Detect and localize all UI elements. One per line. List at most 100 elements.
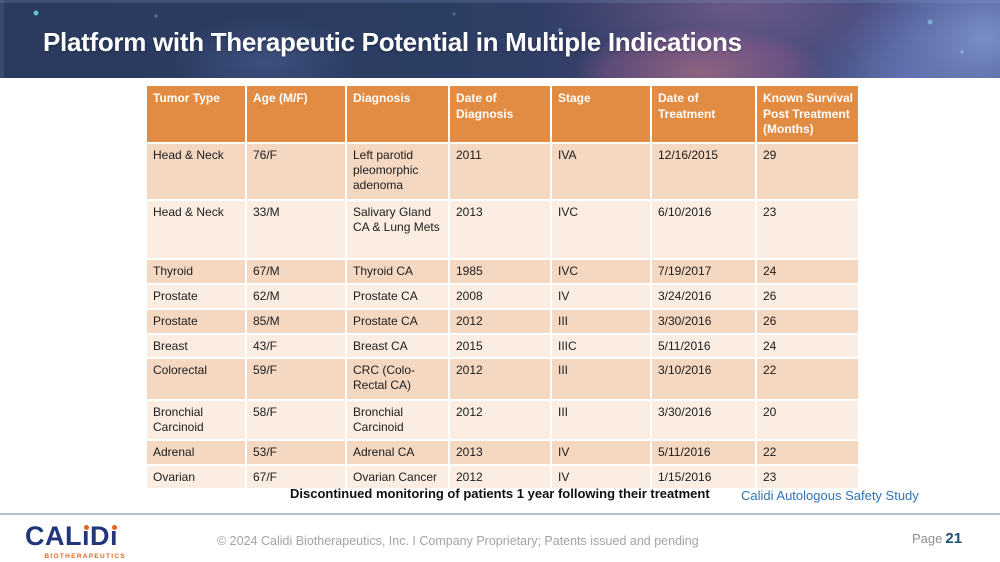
table-cell: 2012 xyxy=(448,356,552,401)
table-cell: 26 xyxy=(755,282,860,310)
table-cell: Prostate xyxy=(145,282,247,310)
page-label: Page xyxy=(912,531,943,546)
table-cell: 1/15/2016 xyxy=(650,463,757,490)
table-cell: 2008 xyxy=(448,282,552,310)
table-cell: 3/24/2016 xyxy=(650,282,757,310)
table-cell: 3/30/2016 xyxy=(650,398,757,441)
title-banner: Platform with Therapeutic Potential in M… xyxy=(0,0,1000,78)
table-cell: Prostate CA xyxy=(345,307,450,335)
table-cell: 20 xyxy=(755,398,860,441)
table-cell: IV xyxy=(550,438,652,466)
table-cell: 6/10/2016 xyxy=(650,198,757,260)
table-cell: 2015 xyxy=(448,332,552,359)
table-cell: Thyroid CA xyxy=(345,257,450,285)
table-cell: Bronchial Carcinoid xyxy=(345,398,450,441)
table-cell: 26 xyxy=(755,307,860,335)
column-header: Known Survival Post Treatment (Months) xyxy=(755,84,860,144)
table-body: Head & Neck 76/F Left parotid pleomorphic … xyxy=(145,141,860,490)
table-cell: 22 xyxy=(755,356,860,401)
table-cell: 2011 xyxy=(448,141,552,201)
table-header-row: Tumor Type Age (M/F) Diagnosis Date of Diag… xyxy=(145,84,860,144)
table-cell: 5/11/2016 xyxy=(650,332,757,359)
table-cell: Prostate xyxy=(145,307,247,335)
patient-table: Tumor Type Age (M/F) Diagnosis Date of Diag… xyxy=(145,84,860,490)
table-cell: Left parotid pleomorphic adenoma xyxy=(345,141,450,201)
table-cell: 67/F xyxy=(245,463,347,490)
table-cell: 53/F xyxy=(245,438,347,466)
monitoring-note: Discontinued monitoring of patients 1 ye… xyxy=(290,486,710,501)
table-cell: 58/F xyxy=(245,398,347,441)
table-cell: CRC (Colo-Rectal CA) xyxy=(345,356,450,401)
table-cell: Prostate CA xyxy=(345,282,450,310)
table-row: Head & Neck 33/M Salivary Gland CA & Lung … xyxy=(145,198,860,260)
page-indicator: Page 21 xyxy=(912,530,962,547)
table-cell: 3/10/2016 xyxy=(650,356,757,401)
slide-title: Platform with Therapeutic Potential in M… xyxy=(43,26,742,57)
table-row: Prostate 62/M Prostate CA 2008 IV 3/24/2016 26 xyxy=(145,282,860,310)
table-cell: 23 xyxy=(755,198,860,260)
table-cell: 43/F xyxy=(245,332,347,359)
table-cell: 1985 xyxy=(448,257,552,285)
table-cell: 62/M xyxy=(245,282,347,310)
table-cell: 22 xyxy=(755,438,860,466)
table-cell: Head & Neck xyxy=(145,141,247,201)
table-cell: Adrenal CA xyxy=(345,438,450,466)
table-cell: 29 xyxy=(755,141,860,201)
table-cell: Bronchial Carcinoid xyxy=(145,398,247,441)
logo-subtitle: BIOTHERAPEUTICS xyxy=(44,552,126,560)
table-cell: Salivary Gland CA & Lung Mets xyxy=(345,198,450,260)
table-cell: IVC xyxy=(550,257,652,285)
table-row: Ovarian 67/F Ovarian Cancer 2012 IV 1/15/2016… xyxy=(145,463,860,490)
copyright-text: © 2024 Calidi Biotherapeutics, Inc. I Co… xyxy=(217,534,699,548)
table-cell: 5/11/2016 xyxy=(650,438,757,466)
column-header: Date of Treatment xyxy=(650,84,757,144)
table-cell: Ovarian Cancer xyxy=(345,463,450,490)
table-cell: 2013 xyxy=(448,198,552,260)
table-row: Breast 43/F Breast CA 2015 IIIC 5/11/2016 24 xyxy=(145,332,860,359)
table-cell: 7/19/2017 xyxy=(650,257,757,285)
table-cell: 3/30/2016 xyxy=(650,307,757,335)
table-cell: III xyxy=(550,398,652,441)
table-cell: Head & Neck xyxy=(145,198,247,260)
footer-divider xyxy=(0,513,1000,515)
table-cell: 24 xyxy=(755,257,860,285)
table-cell: 33/M xyxy=(245,198,347,260)
table-cell: 2012 xyxy=(448,307,552,335)
table-cell: Thyroid xyxy=(145,257,247,285)
table-row: Colorectal 59/F CRC (Colo-Rectal CA) 2012 II… xyxy=(145,356,860,401)
column-header: Stage xyxy=(550,84,652,144)
table-cell: IV xyxy=(550,463,652,490)
table-cell: 67/M xyxy=(245,257,347,285)
table-cell: Adrenal xyxy=(145,438,247,466)
table-cell: 2013 xyxy=(448,438,552,466)
table-cell: 85/M xyxy=(245,307,347,335)
table-cell: III xyxy=(550,356,652,401)
table-cell: 76/F xyxy=(245,141,347,201)
table-cell: IVC xyxy=(550,198,652,260)
study-label: Calidi Autologous Safety Study xyxy=(741,488,919,503)
column-header: Age (M/F) xyxy=(245,84,347,144)
calidi-logo: CALıDı BIOTHERAPEUTICS xyxy=(25,521,129,560)
table-cell: 12/16/2015 xyxy=(650,141,757,201)
table-row: Adrenal 53/F Adrenal CA 2013 IV 5/11/2016 22 xyxy=(145,438,860,466)
column-header: Date of Diagnosis xyxy=(448,84,552,144)
table-cell: III xyxy=(550,307,652,335)
column-header: Diagnosis xyxy=(345,84,450,144)
table-cell: 2012 xyxy=(448,463,552,490)
logo-wordmark: CALıDı xyxy=(25,521,119,551)
table-cell: 2012 xyxy=(448,398,552,441)
table-cell: Breast xyxy=(145,332,247,359)
table-row: Thyroid 67/M Thyroid CA 1985 IVC 7/19/2017 24 xyxy=(145,257,860,285)
table-row: Bronchial Carcinoid 58/F Bronchial Carcino… xyxy=(145,398,860,441)
table-cell: IIIC xyxy=(550,332,652,359)
column-header: Tumor Type xyxy=(145,84,247,144)
table-cell: IV xyxy=(550,282,652,310)
table-row: Head & Neck 76/F Left parotid pleomorphic … xyxy=(145,141,860,201)
table-row: Prostate 85/M Prostate CA 2012 III 3/30/2016 2… xyxy=(145,307,860,335)
table-cell: 59/F xyxy=(245,356,347,401)
page-number: 21 xyxy=(945,530,963,547)
table-cell: Breast CA xyxy=(345,332,450,359)
table-cell: IVA xyxy=(550,141,652,201)
table-cell: 23 xyxy=(755,463,860,490)
